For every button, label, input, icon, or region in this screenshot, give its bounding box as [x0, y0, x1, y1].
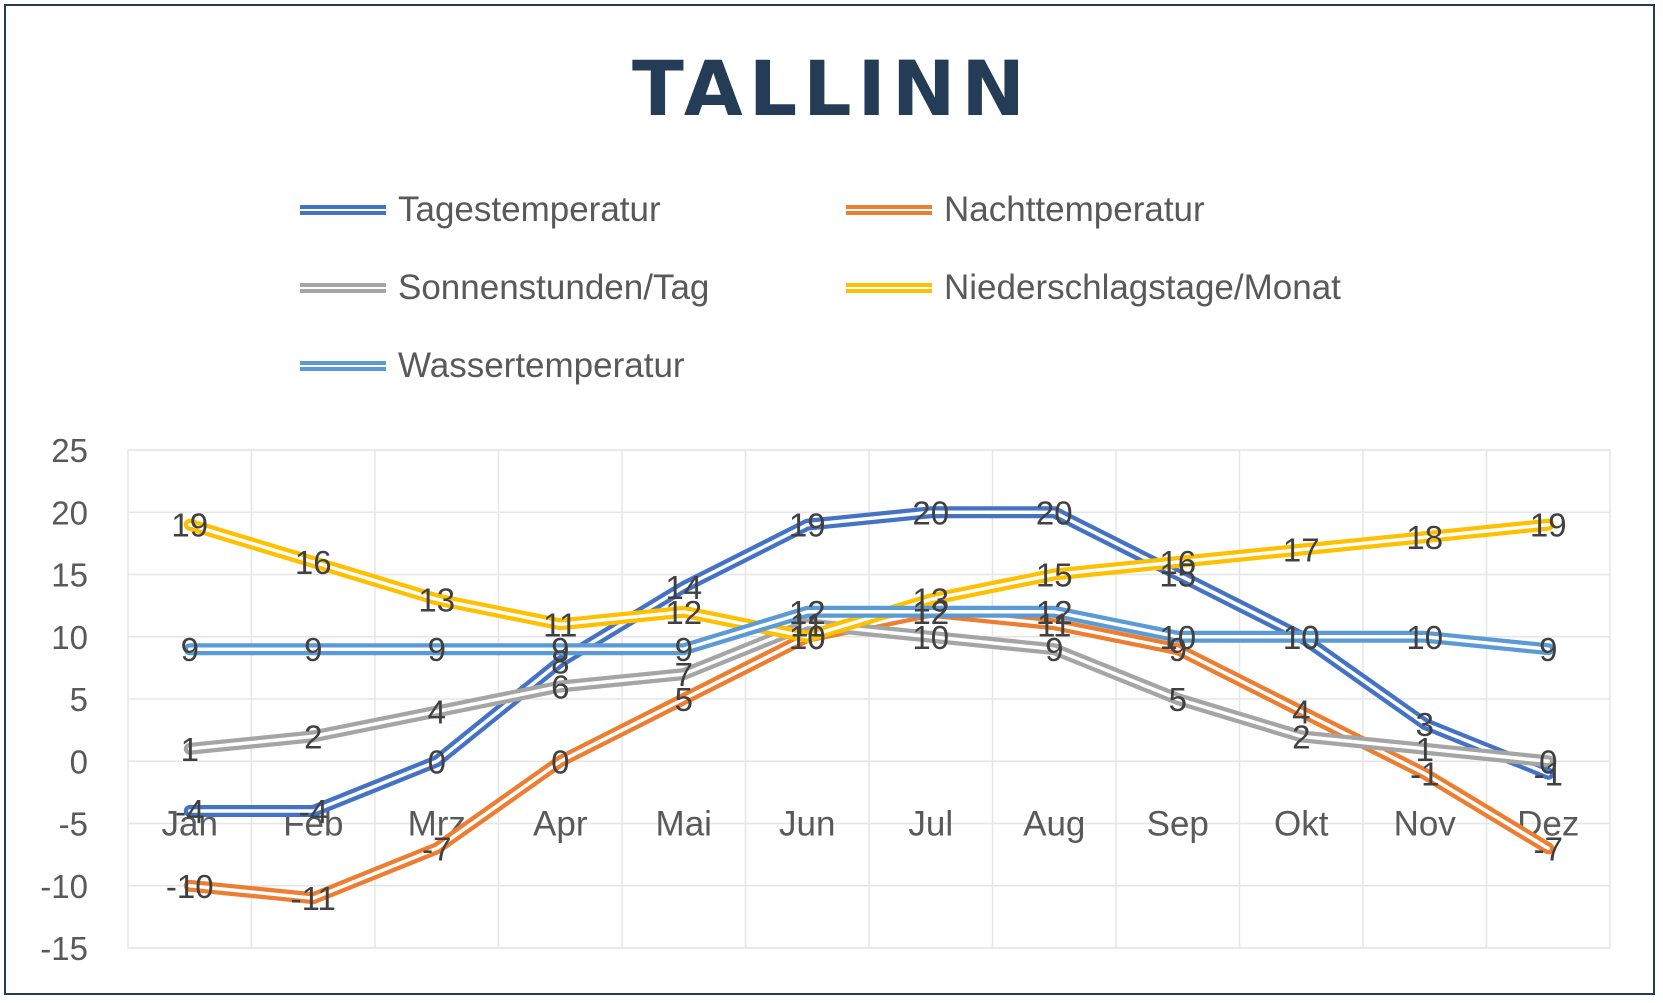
series-line-inner [188, 510, 1551, 813]
data-label: 5 [1169, 681, 1187, 718]
data-label: 10 [789, 619, 826, 656]
data-label: 8 [551, 644, 569, 681]
y-tick-label: 25 [51, 432, 88, 469]
y-tick-label: 20 [51, 494, 88, 531]
data-label: 13 [912, 581, 949, 618]
data-label: 11 [1037, 606, 1071, 643]
legend-label: Wassertemperatur [398, 346, 685, 385]
legend-item-nachttemperatur: Nachttemperatur [846, 190, 1205, 230]
x-tick-label: Jul [908, 805, 953, 844]
legend-label: Sonnenstunden/Tag [398, 268, 710, 307]
y-tick-label: 0 [70, 743, 88, 780]
data-label: 11 [790, 606, 824, 643]
legend-label: Nachttemperatur [944, 190, 1205, 229]
data-label: 1 [181, 731, 199, 768]
x-tick-label: Mai [656, 805, 712, 844]
legend-item-niederschlagstage: Niederschlagstage/Monat [846, 268, 1341, 308]
series-line-inner [188, 610, 1551, 651]
data-label: 19 [171, 507, 208, 544]
data-label: 12 [912, 594, 949, 631]
data-label: 15 [1159, 557, 1196, 594]
x-tick-label: Okt [1274, 805, 1329, 844]
data-label: 10 [1283, 619, 1320, 656]
data-label: 16 [295, 544, 332, 581]
legend-swatch [300, 281, 386, 295]
data-label: 10 [912, 619, 949, 656]
data-label: 18 [1406, 519, 1443, 556]
data-label: 10 [1159, 619, 1196, 656]
data-label: 12 [1036, 594, 1073, 631]
data-label: 9 [1169, 631, 1187, 668]
legend-item-tagestemperatur: Tagestemperatur [300, 190, 661, 230]
series-line-inner [188, 522, 1551, 639]
legend-label: Tagestemperatur [398, 190, 661, 229]
data-label: 4 [1292, 693, 1310, 730]
legend-swatch [300, 359, 386, 373]
data-label: 0 [428, 743, 446, 780]
data-label: 17 [1283, 532, 1320, 569]
data-label: -10 [166, 868, 214, 905]
series-line-inner [188, 622, 1551, 764]
x-tick-label: Jun [779, 805, 835, 844]
y-tick-label: -15 [40, 930, 88, 967]
data-label: -1 [1410, 756, 1439, 793]
data-label: 9 [304, 631, 322, 668]
data-label: 14 [665, 569, 702, 606]
data-label: 9 [428, 631, 446, 668]
y-tick-label: -5 [59, 806, 88, 843]
data-label: 11 [543, 606, 577, 643]
data-label: 10 [789, 619, 826, 656]
legend-swatch [846, 203, 932, 217]
data-label: 9 [1539, 631, 1557, 668]
data-label: 12 [789, 594, 826, 631]
data-label: 16 [1159, 544, 1196, 581]
y-tick-label: 5 [70, 681, 88, 718]
data-label: 1 [1416, 731, 1434, 768]
legend-item-sonnenstunden: Sonnenstunden/Tag [300, 268, 709, 308]
legend-label: Niederschlagstage/Monat [944, 268, 1341, 307]
x-tick-label: Apr [533, 805, 588, 844]
data-label: 15 [1036, 557, 1073, 594]
data-label: 6 [551, 669, 569, 706]
y-tick-label: 15 [51, 557, 88, 594]
x-tick-label: Sep [1147, 805, 1209, 844]
data-label: 2 [304, 718, 322, 755]
data-label: 20 [1036, 494, 1073, 531]
data-label: 9 [675, 631, 693, 668]
data-label: 10 [1406, 619, 1443, 656]
data-label: 12 [912, 594, 949, 631]
data-label: 2 [1292, 718, 1310, 755]
y-tick-label: -10 [40, 868, 88, 905]
data-label: 5 [675, 681, 693, 718]
x-tick-label: Nov [1394, 805, 1457, 844]
data-label: 19 [789, 507, 826, 544]
data-label: -7 [1534, 830, 1563, 867]
data-label: -4 [299, 793, 328, 830]
data-label: 19 [1530, 507, 1567, 544]
data-label: -1 [1534, 756, 1563, 793]
legend-swatch [846, 281, 932, 295]
data-label: 4 [428, 693, 446, 730]
data-label: 7 [675, 656, 693, 693]
data-label: 0 [551, 743, 569, 780]
data-label: 20 [912, 494, 949, 531]
data-label: -7 [422, 830, 451, 867]
legend-item-wassertemperatur: Wassertemperatur [300, 346, 685, 386]
data-label: 9 [1045, 631, 1063, 668]
data-label: 9 [551, 631, 569, 668]
data-label: 13 [418, 581, 455, 618]
data-label: 0 [1539, 743, 1557, 780]
chart-title: TALLINN [631, 44, 1032, 133]
data-label: 10 [1283, 619, 1320, 656]
chart-legend: Tagestemperatur Nachttemperatur Sonnenst… [0, 0, 1663, 420]
data-label: 12 [665, 594, 702, 631]
x-tick-label: Aug [1023, 805, 1085, 844]
data-label: 9 [181, 631, 199, 668]
y-tick-label: 10 [51, 619, 88, 656]
legend-swatch [300, 203, 386, 217]
data-label: 3 [1416, 706, 1434, 743]
data-label: -4 [175, 793, 204, 830]
data-label: -11 [291, 880, 336, 917]
